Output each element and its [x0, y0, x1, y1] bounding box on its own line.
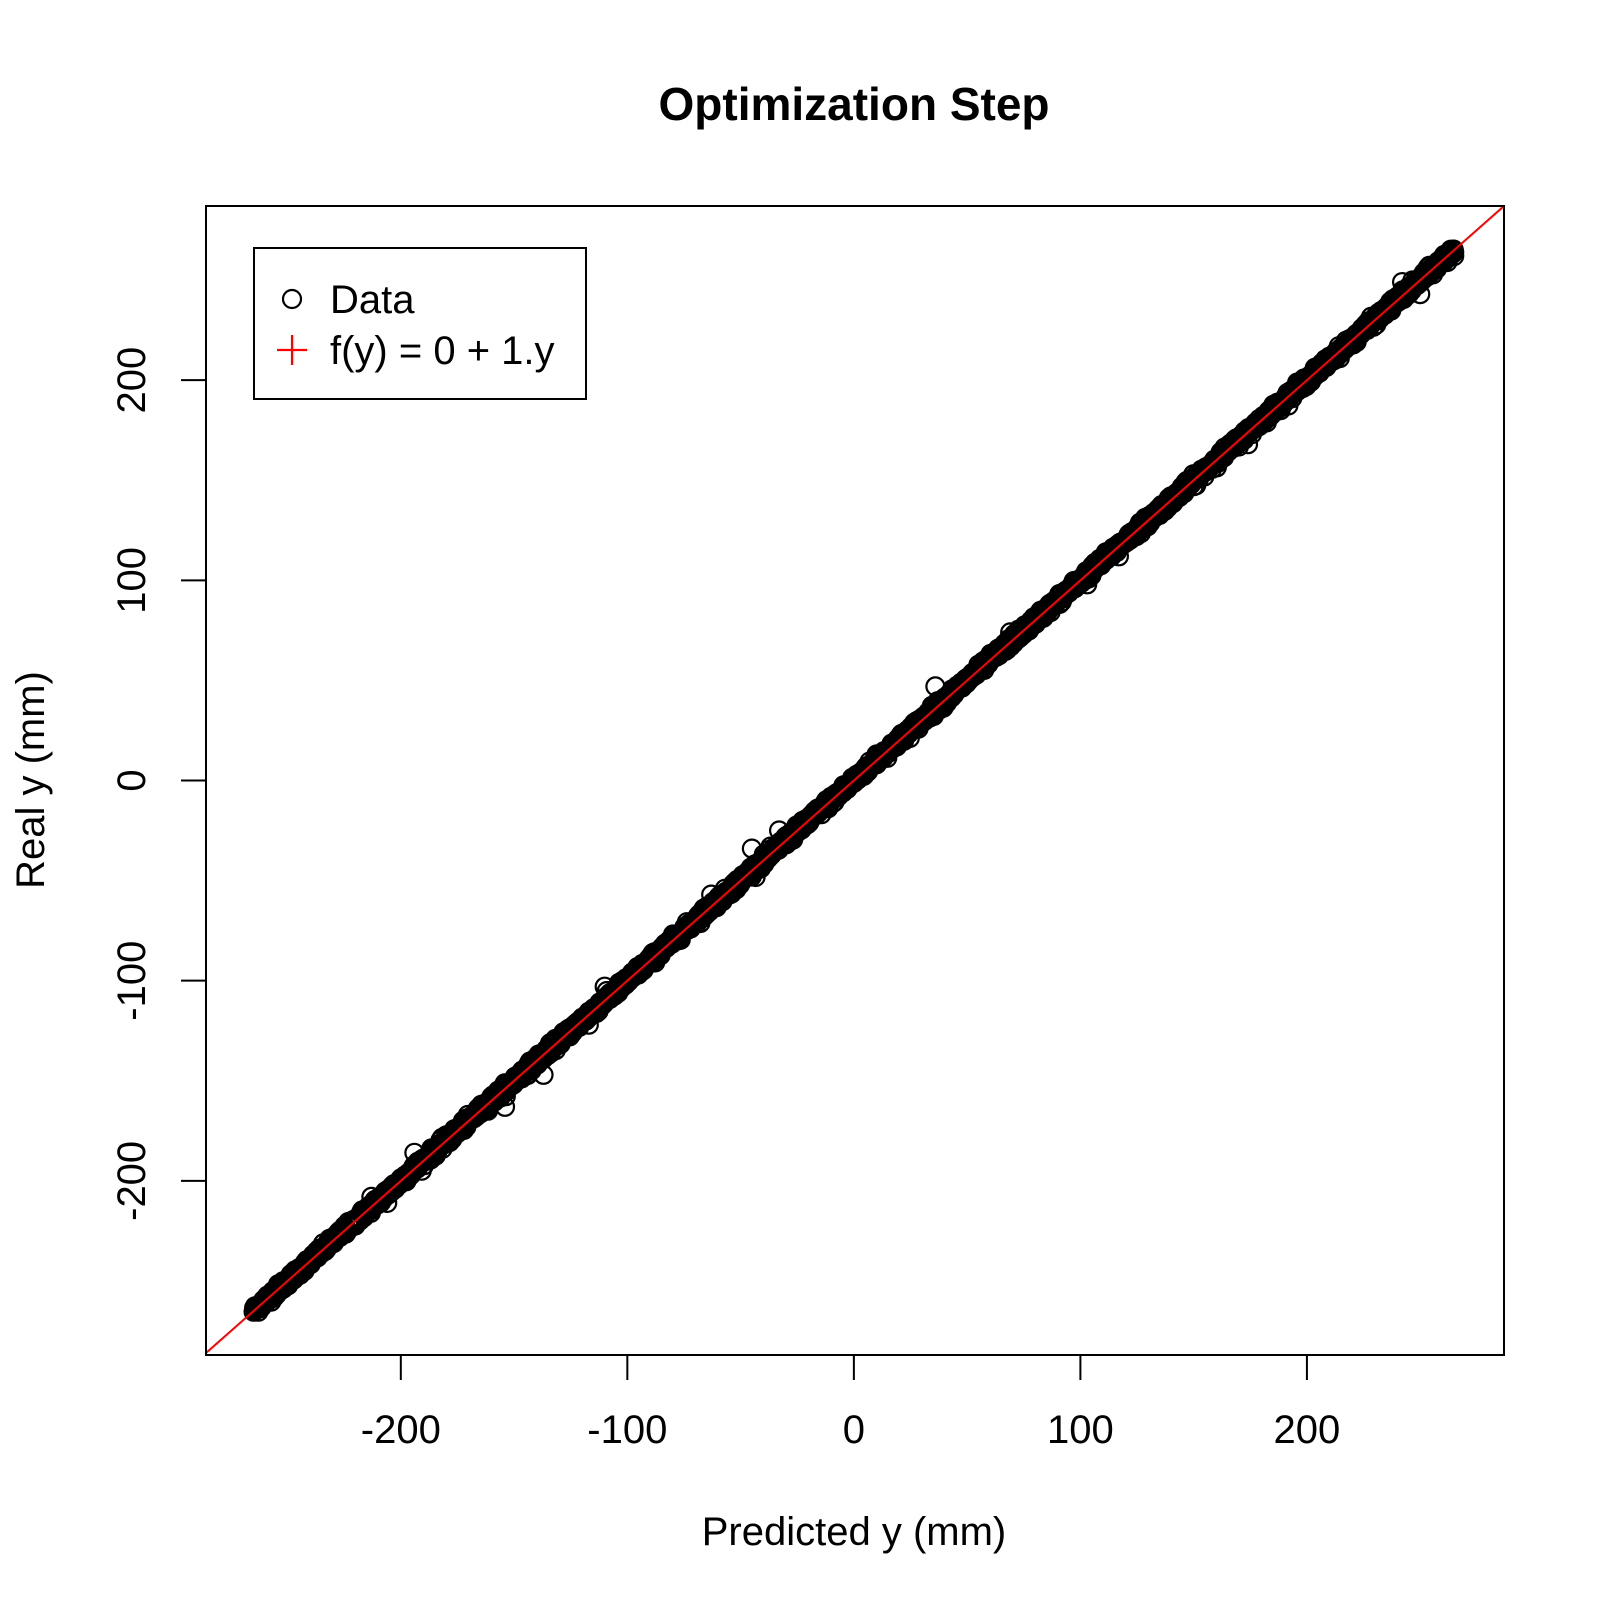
data-point — [768, 820, 790, 841]
y-tick-label-4: 200 — [110, 347, 154, 414]
data-point — [1437, 251, 1458, 273]
x-tick-label-4: 200 — [1274, 1408, 1341, 1452]
data-point — [594, 976, 615, 997]
data-point — [404, 1142, 425, 1163]
data-point — [494, 1096, 516, 1117]
legend-data-label: Data — [330, 278, 415, 322]
x-axis: -200 -100 0 100 200 — [361, 1355, 1341, 1452]
y-tick-label-3: 100 — [110, 547, 154, 614]
data-point — [701, 884, 722, 905]
data-point — [866, 744, 887, 765]
chart-title: Optimization Step — [659, 78, 1050, 130]
x-tick-label-2: 0 — [843, 1408, 865, 1452]
legend-fit-marker — [277, 335, 307, 365]
data-point — [1391, 272, 1413, 293]
y-tick-label-2: 0 — [110, 769, 154, 791]
y-tick-label-0: -200 — [110, 1141, 154, 1221]
legend-data-marker — [281, 288, 303, 310]
data-point — [481, 1086, 502, 1107]
x-tick-label-1: -100 — [587, 1408, 667, 1452]
x-axis-label: Predicted y (mm) — [702, 1510, 1007, 1554]
data-point — [741, 838, 763, 859]
y-axis: -200 -100 0 100 200 — [110, 347, 206, 1221]
data-point — [533, 1064, 554, 1085]
data-point — [1410, 284, 1431, 305]
x-tick-label-3: 100 — [1047, 1408, 1114, 1452]
data-point — [1444, 241, 1465, 263]
data-point — [1183, 476, 1204, 497]
data-points — [243, 239, 1465, 1322]
legend-box — [253, 247, 587, 400]
y-tick-label-1: -100 — [110, 941, 154, 1021]
y-axis-label: Real y (mm) — [9, 671, 53, 889]
legend: Data f(y) = 0 + 1.y — [253, 247, 587, 400]
data-point — [1237, 434, 1259, 455]
fit-line — [205, 205, 1505, 1354]
data-point — [925, 676, 946, 697]
legend-fit-label: f(y) = 0 + 1.y — [330, 329, 555, 373]
x-tick-label-0: -200 — [361, 1408, 441, 1452]
